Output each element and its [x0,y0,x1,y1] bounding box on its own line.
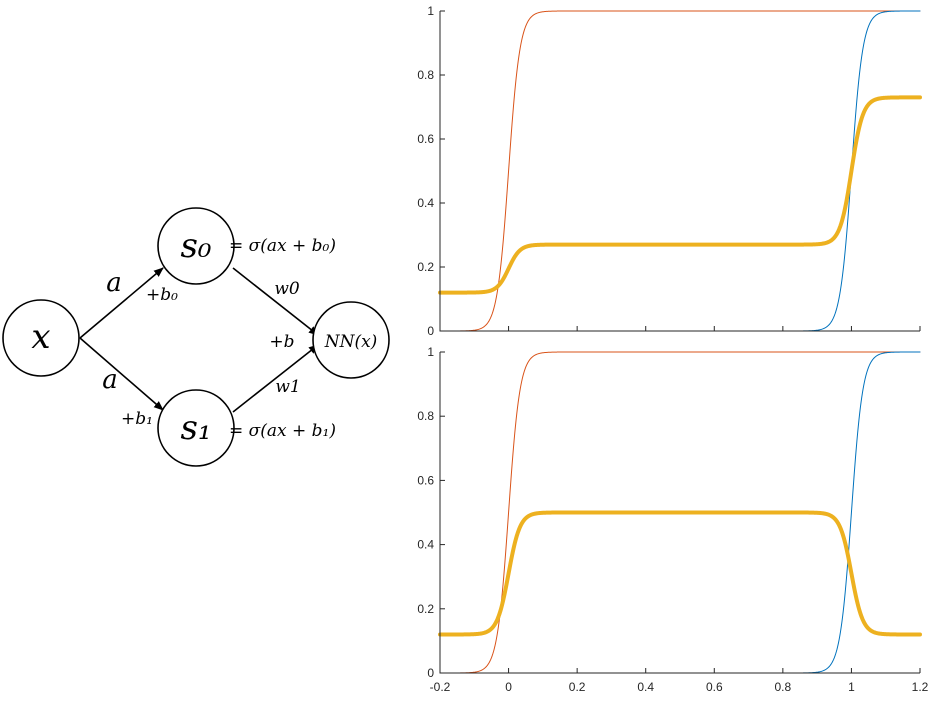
chart-1-xtick-label-3: 0.4 [637,680,654,694]
edge-x-s0-weight-label: a [106,268,122,298]
edge-s1-nn [232,344,319,413]
edge-s0-nn-weight-label: w0 [274,279,300,299]
s1-equation: = σ(ax + b₁) [229,421,336,441]
chart-1-ytick-label-5: 1 [427,345,434,359]
chart-0-ytick-label-5: 1 [427,4,434,18]
chart-top: 0 0.2 0.4 0.6 0.8 1 [417,4,922,338]
node-x: x [2,299,80,377]
chart-0-axes [439,11,920,332]
nn-bias-label: +b [269,332,294,352]
chart-0-ytick-label-0: 0 [427,324,434,338]
chart-1-xtick-label-0: -0.2 [430,680,451,694]
edge-x-s0-bias-label: +b₀ [146,285,178,305]
node-s0: s₀ [157,207,235,285]
edge-s0-nn [232,267,319,336]
node-x-label: x [31,317,50,357]
chart-bottom: 00.20.40.60.81-0.2 0 0.2 0.4 0.6 0.8 1 1.2 [417,345,928,694]
chart-0-ytick-label-1: 0.2 [417,260,434,274]
chart-0-ytick-label-4: 0.8 [417,68,434,82]
edge-x-s1-weight-label: a [102,365,118,395]
chart-1-xtick-label-6: 1 [848,680,855,694]
chart-1-series-0 [439,351,921,674]
chart-1-xtick-label-4: 0.6 [706,680,723,694]
chart-1-ytick-label-1: 0.2 [417,602,434,616]
edge-x-s1 [79,337,164,411]
chart-1-series-2 [438,510,922,637]
neural-network-diagram: x s₀ s₁ NN(x) a +b₀ a +b₁ w0 w1 +b = σ(a… [2,207,390,467]
chart-0-ytick-label-3: 0.6 [417,132,434,146]
s0-equation: = σ(ax + b₀) [229,236,336,256]
node-nn-output: NN(x) [312,301,390,379]
chart-1-ytick-label-2: 0.4 [417,538,434,552]
node-nn-label: NN(x) [324,332,378,352]
chart-1-xtick-label-7: 1.2 [912,680,929,694]
chart-0-series-1 [439,10,921,332]
chart-1-xtick-label-2: 0.2 [569,680,586,694]
chart-1-ytick-label-3: 0.6 [417,473,434,487]
chart-1-xtick-label-1: 0 [505,680,512,694]
chart-0-series-0 [439,10,921,332]
edge-x-s0 [79,267,164,339]
chart-1-xtick-label-5: 0.8 [775,680,792,694]
edge-x-s1-bias-label: +b₁ [121,409,153,429]
chart-0-ytick-label-2: 0.4 [417,196,434,210]
chart-1-ytick-label-4: 0.8 [417,409,434,423]
chart-1-ytick-label-0: 0 [427,666,434,680]
node-s1-label: s₁ [180,408,211,448]
node-s0-label: s₀ [180,226,211,266]
edge-s1-nn-weight-label: w1 [275,377,300,397]
chart-0-series-2 [438,95,922,295]
node-s1: s₁ [157,389,235,467]
